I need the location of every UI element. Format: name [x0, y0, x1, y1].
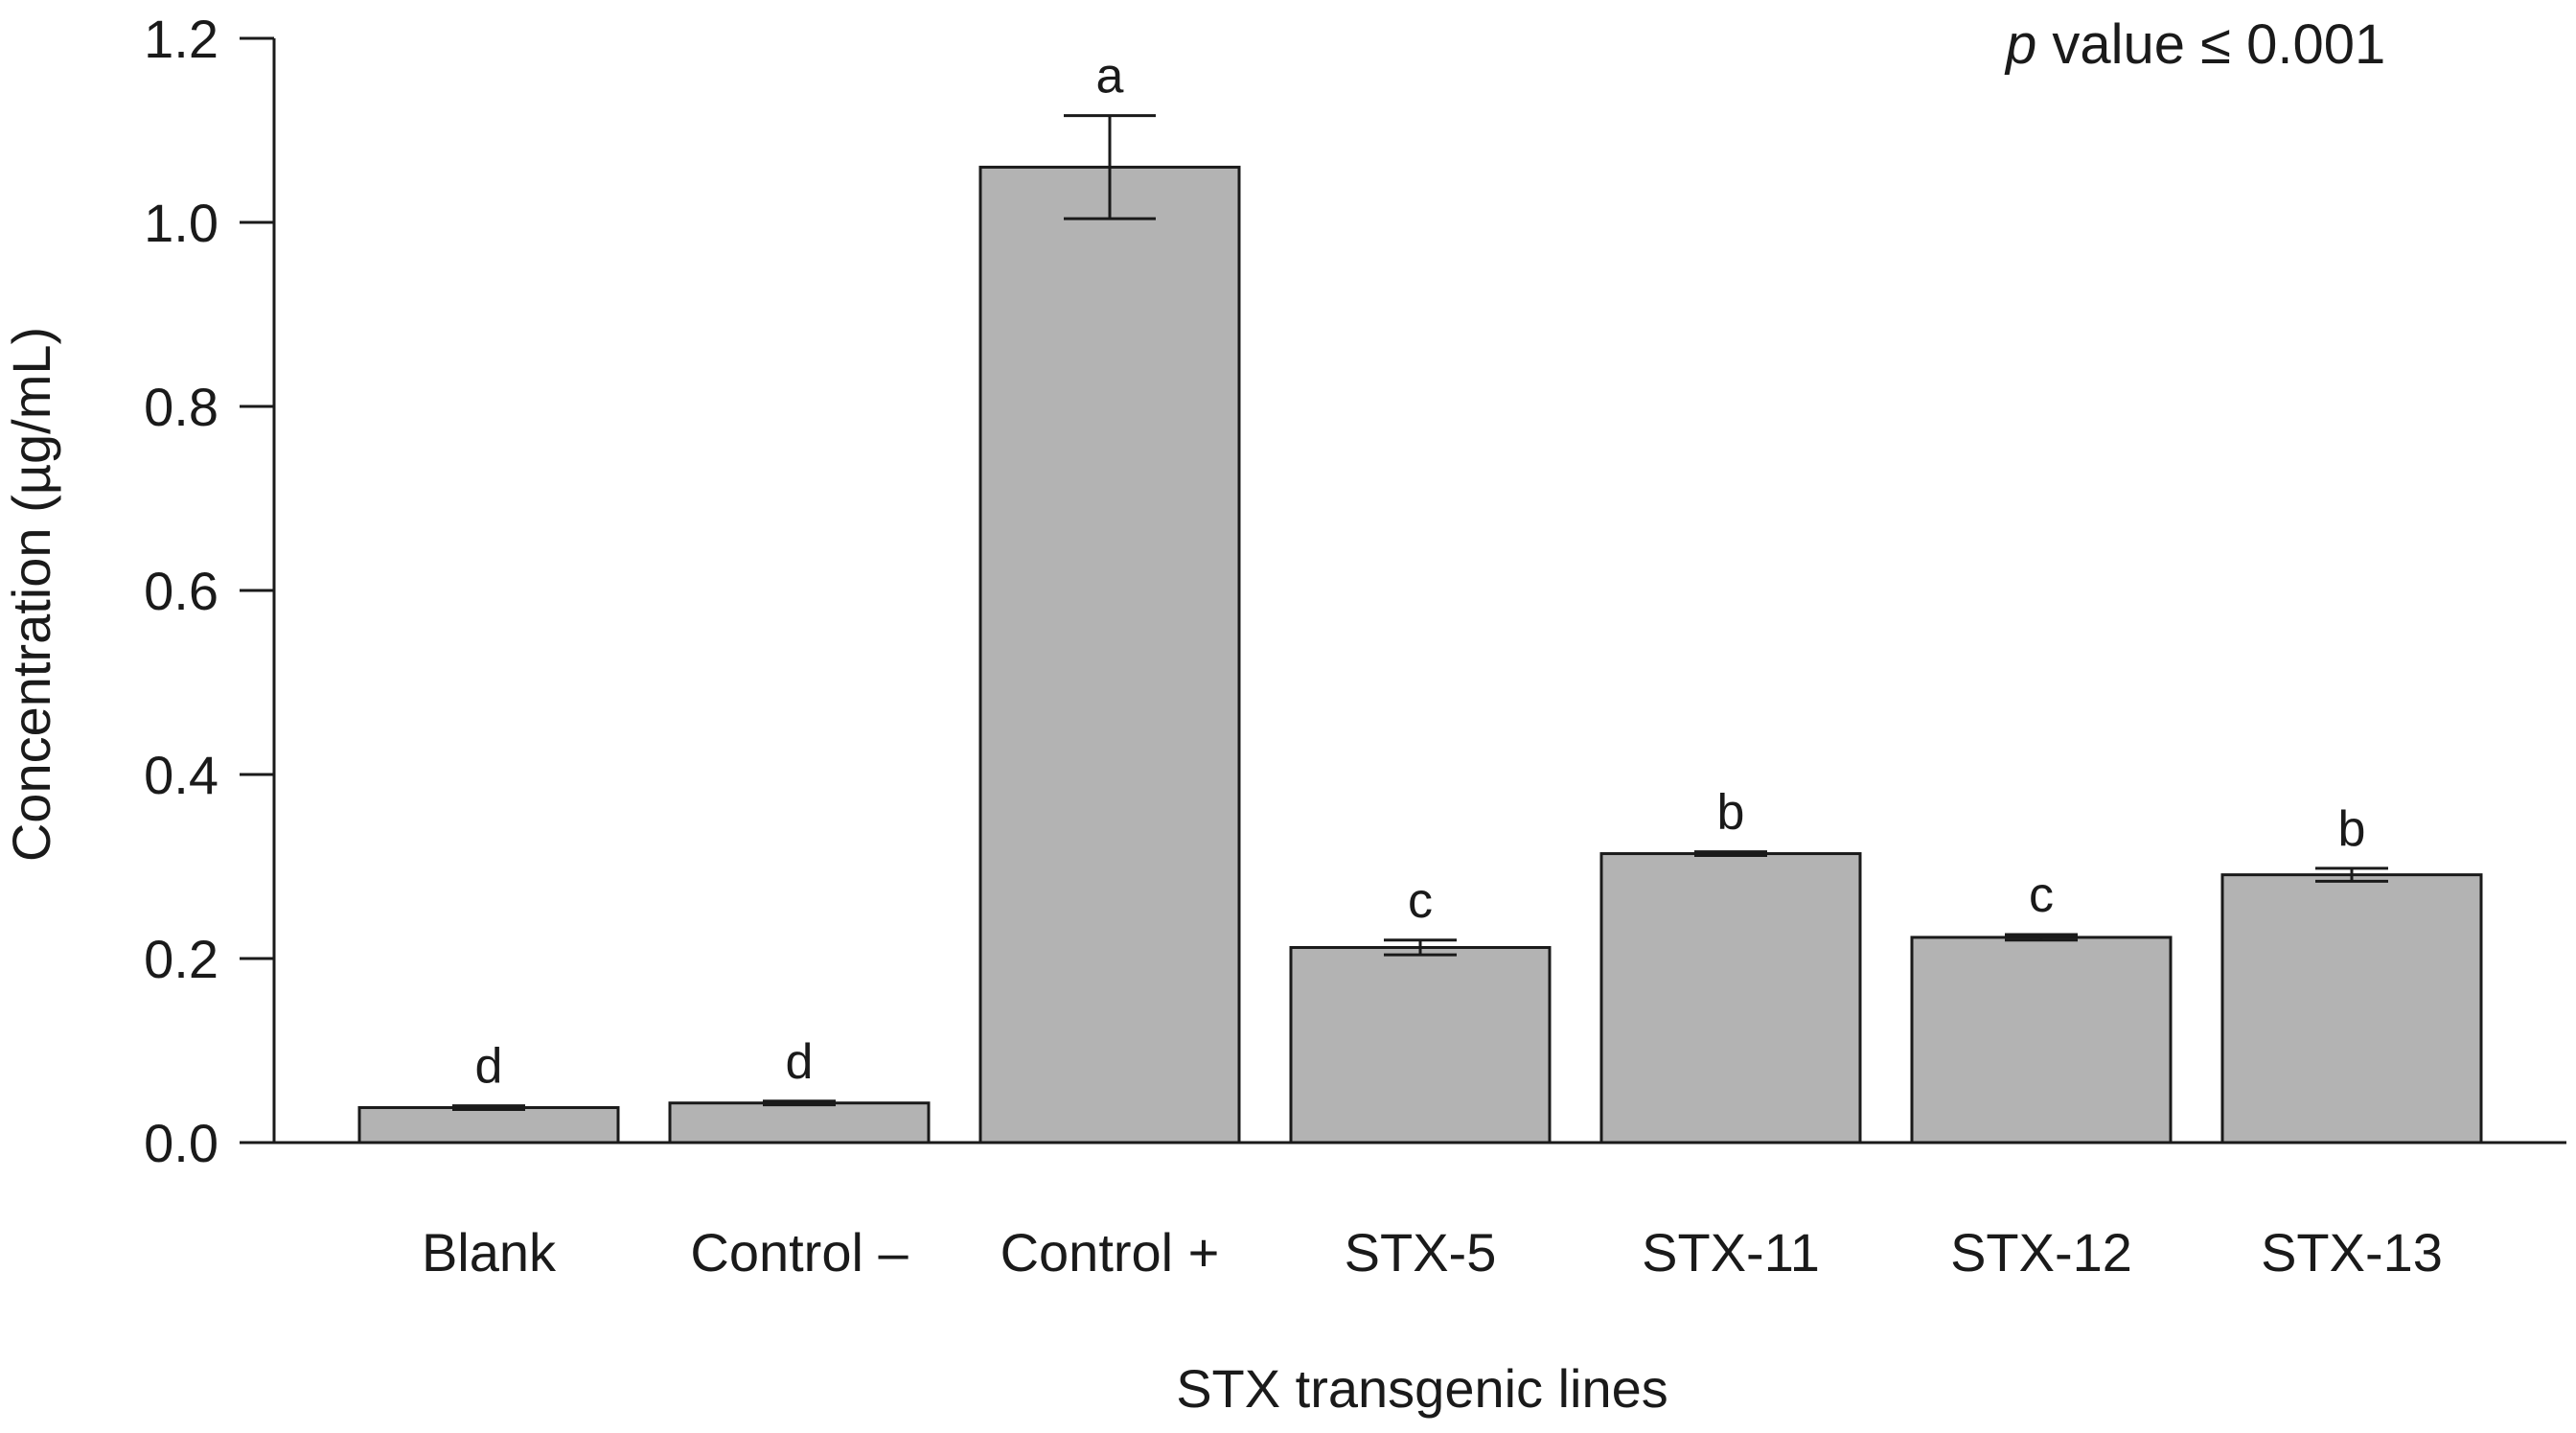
significance-letter: d	[475, 1039, 503, 1095]
significance-letter: c	[1408, 873, 1433, 929]
y-tick-label: 0.6	[144, 561, 218, 621]
bar-5	[1599, 852, 1862, 1144]
y-tick-label: 0.8	[144, 377, 218, 437]
bars	[357, 165, 2483, 1144]
p-value-annotation: p value ≤ 0.001	[2004, 13, 2385, 76]
significance-letter: b	[1717, 785, 1745, 841]
x-axis-title: STX transgenic lines	[1176, 1358, 1668, 1419]
y-axis-title: Concentration (µg/mL)	[1, 327, 61, 862]
category-label: Blank	[422, 1222, 557, 1283]
bar-1	[357, 1106, 620, 1144]
category-label: Control +	[1000, 1222, 1220, 1283]
bar-2	[668, 1101, 931, 1144]
y-tick-label: 1.0	[144, 193, 218, 253]
p-value-text: value ≤ 0.001	[2036, 13, 2385, 76]
y-axis: 0.0 0.2 0.4 0.6 0.8 1.0 1.2	[144, 9, 276, 1173]
error-bar-1	[452, 1104, 525, 1111]
significance-letter: a	[1096, 49, 1124, 104]
significance-letter: d	[786, 1034, 814, 1090]
bar-7	[2220, 873, 2483, 1144]
significance-letters: d d a c b c b	[475, 49, 2366, 1095]
category-label: STX-5	[1345, 1222, 1497, 1283]
error-bar-3	[1064, 114, 1156, 220]
y-tick-label: 0.0	[144, 1113, 218, 1173]
category-labels: Blank Control – Control + STX-5 STX-11 STX-12…	[422, 1222, 2443, 1283]
significance-letter: b	[2338, 801, 2366, 857]
bar-4	[1289, 945, 1552, 1144]
category-label: Control –	[690, 1222, 908, 1283]
category-label: STX-11	[1642, 1222, 1820, 1283]
error-bar-7	[2315, 867, 2388, 883]
category-label: STX-12	[1950, 1222, 2132, 1283]
y-tick-label: 0.2	[144, 929, 218, 989]
y-tick-label: 1.2	[144, 9, 218, 69]
p-symbol: p	[2004, 13, 2036, 76]
error-bars	[452, 114, 2388, 1111]
error-bar-6	[2005, 933, 2078, 942]
error-bar-4	[1384, 938, 1457, 957]
error-bar-5	[1694, 850, 1767, 857]
error-bar-2	[763, 1099, 836, 1107]
category-label: STX-13	[2261, 1222, 2443, 1283]
bar-3	[978, 165, 1241, 1144]
bar-6	[1910, 936, 2173, 1144]
significance-letter: c	[2029, 867, 2054, 923]
y-tick-label: 0.4	[144, 745, 218, 805]
